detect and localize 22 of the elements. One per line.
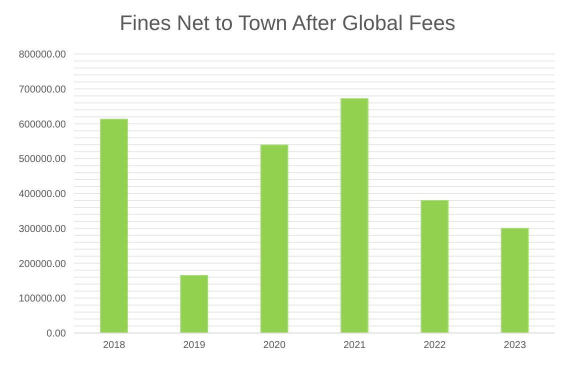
x-tick-label: 2020 xyxy=(263,340,286,352)
bar xyxy=(100,118,128,333)
x-tick-label: 2019 xyxy=(183,340,206,352)
x-tick-label: 2018 xyxy=(102,340,126,352)
y-tick-label: 800000.00 xyxy=(18,50,66,61)
y-tick-label: 700000.00 xyxy=(18,84,66,96)
y-tick-label: 0.00 xyxy=(46,328,66,340)
bar xyxy=(260,144,288,333)
bar xyxy=(340,98,368,333)
chart-title: Fines Net to Town After Global Fees xyxy=(118,11,456,37)
x-tick-label: 2021 xyxy=(343,340,366,352)
bar xyxy=(420,200,449,333)
x-tick-label: 2022 xyxy=(424,340,446,352)
bar xyxy=(180,274,208,333)
y-tick-label: 300000.00 xyxy=(18,224,66,235)
y-tick-label: 100000.00 xyxy=(18,294,66,305)
y-tick-label: 200000.00 xyxy=(18,258,66,270)
y-tick-label: 600000.00 xyxy=(18,119,66,130)
x-tick-label: 2023 xyxy=(504,340,526,352)
bar xyxy=(500,228,529,333)
y-tick-label: 500000.00 xyxy=(18,154,66,166)
y-tick-label: 400000.00 xyxy=(18,189,66,200)
